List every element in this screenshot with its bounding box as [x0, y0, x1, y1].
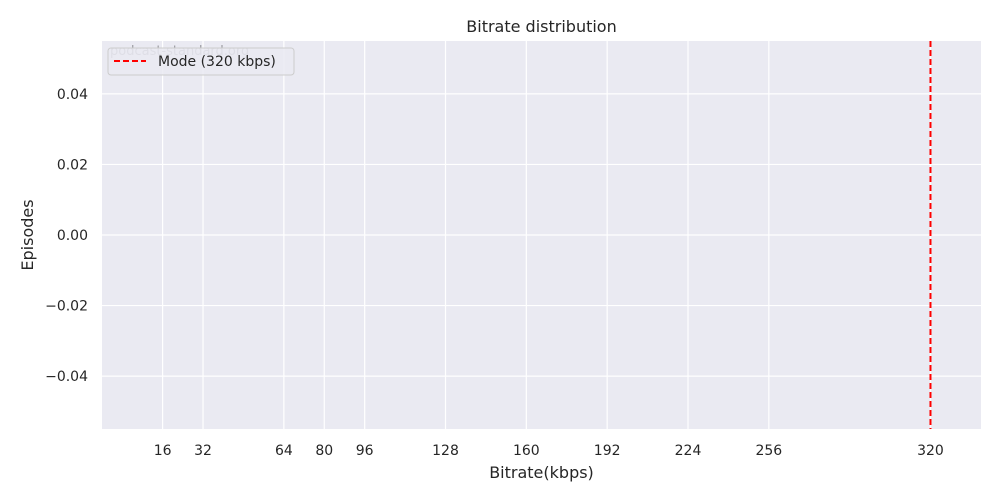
x-tick-label: 32	[194, 443, 212, 459]
legend-box	[107, 47, 295, 76]
x-axis-label: Bitrate(kbps)	[489, 463, 594, 482]
y-tick-label: −0.04	[45, 369, 88, 385]
x-tick-label: 224	[675, 443, 702, 459]
legend: Mode (320 kbps)	[107, 47, 295, 76]
x-tick-label: 256	[755, 443, 782, 459]
x-tick-label: 64	[275, 443, 293, 459]
y-tick-label: 0.00	[57, 228, 88, 244]
x-tick-label: 160	[513, 443, 540, 459]
x-tick-labels: 16 32 64 80 96 128 160 192 224 256 320	[154, 443, 944, 459]
x-tick-label: 96	[356, 443, 374, 459]
x-tick-label: 320	[917, 443, 944, 459]
chart-title: Bitrate distribution	[466, 17, 616, 36]
y-tick-label: 0.04	[57, 87, 88, 103]
y-tick-labels: −0.04 −0.02 0.00 0.02 0.04	[45, 87, 88, 385]
y-tick-label: −0.02	[45, 299, 88, 315]
legend-label-mode: Mode (320 kbps)	[158, 54, 276, 70]
y-tick-label: 0.02	[57, 157, 88, 173]
x-tick-label: 192	[594, 443, 621, 459]
x-tick-label: 80	[315, 443, 333, 459]
x-tick-label: 16	[154, 443, 172, 459]
y-axis-label: Episodes	[18, 199, 37, 270]
x-tick-label: 128	[432, 443, 459, 459]
